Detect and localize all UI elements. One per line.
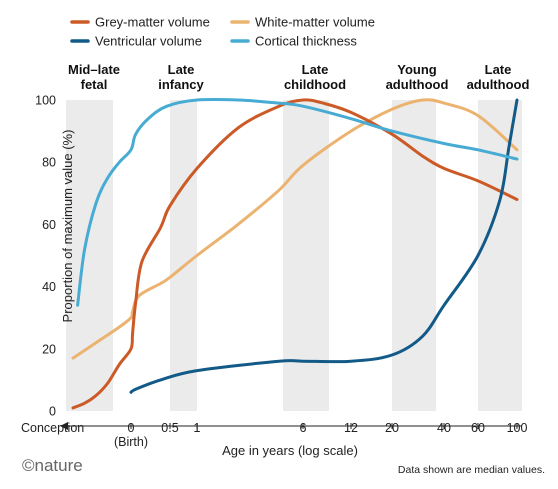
- nature-logo: ©nature: [22, 456, 83, 475]
- y-tick-label-20: 20: [42, 342, 56, 356]
- legend: Grey-matter volume White-matter volume Ven…: [70, 15, 375, 49]
- legend-label-2: White-matter volume: [255, 15, 375, 30]
- stage-band-label-3-line-1: Late: [302, 62, 329, 77]
- stage-bands: [66, 100, 522, 411]
- stage-band-label-3-line-2: childhood: [284, 77, 346, 92]
- stage-band-label-5-line-1: Late: [485, 62, 512, 77]
- x-tick-label-60: 60: [471, 421, 485, 435]
- x-anchor-label-1: (Birth): [114, 435, 148, 449]
- x-tick-label-20: 20: [385, 421, 399, 435]
- x-tick-label-12: 12: [344, 421, 358, 435]
- stage-band-labels: Mid–latefetalLateinfancyLatechildhoodYou…: [68, 62, 529, 92]
- stage-band-3: [283, 100, 329, 411]
- series-lines: [71, 97, 519, 410]
- stage-band-label-4-line-2: adulthood: [386, 77, 449, 92]
- stage-band-label-2-line-2: infancy: [158, 77, 204, 92]
- x-tick-label-0: 0: [128, 421, 135, 435]
- legend-label-1: Grey-matter volume: [95, 15, 210, 30]
- stage-band-2: [170, 100, 197, 411]
- x-tick-label-6: 6: [300, 421, 307, 435]
- data-note: Data shown are median values.: [398, 464, 545, 476]
- series-line-white-matter-volume: [71, 98, 519, 360]
- y-tick-label-80: 80: [42, 156, 56, 170]
- stage-band-label-2-line-1: Late: [168, 62, 195, 77]
- x-anchor-label-2: Conception: [21, 421, 84, 435]
- y-axis: 0 20 40 60 80 100: [35, 94, 56, 419]
- stage-band-label-4-line-1: Young: [397, 62, 437, 77]
- x-axis-arrow-icon: [60, 422, 68, 430]
- series-line-grey-matter-volume: [71, 98, 519, 410]
- y-tick-label-100: 100: [35, 94, 56, 108]
- x-tick-label-40: 40: [437, 421, 451, 435]
- x-axis-title: Age in years (log scale): [222, 443, 358, 458]
- stage-band-label-5-line-2: adulthood: [467, 77, 530, 92]
- stage-band-label-1-line-1: Mid–late: [68, 62, 120, 77]
- y-tick-label-60: 60: [42, 218, 56, 232]
- series-line-cortical-thickness: [76, 97, 519, 307]
- x-axis: 0 0.5 1 6 12 20 40 60 100 (Birth) Conception: [21, 421, 527, 449]
- x-tick-label-100: 100: [507, 421, 528, 435]
- y-tick-label-40: 40: [42, 280, 56, 294]
- series-line-ventricular-volume: [129, 98, 519, 394]
- stage-band-4: [392, 100, 436, 411]
- x-tick-label-0.5: 0.5: [161, 421, 178, 435]
- legend-label-4: Cortical thickness: [255, 34, 357, 49]
- legend-label-3: Ventricular volume: [95, 34, 202, 49]
- y-tick-label-0: 0: [49, 405, 56, 419]
- y-axis-title: Proportion of maximum value (%): [60, 130, 75, 323]
- stage-band-label-1-line-2: fetal: [81, 77, 108, 92]
- x-tick-label-1: 1: [194, 421, 201, 435]
